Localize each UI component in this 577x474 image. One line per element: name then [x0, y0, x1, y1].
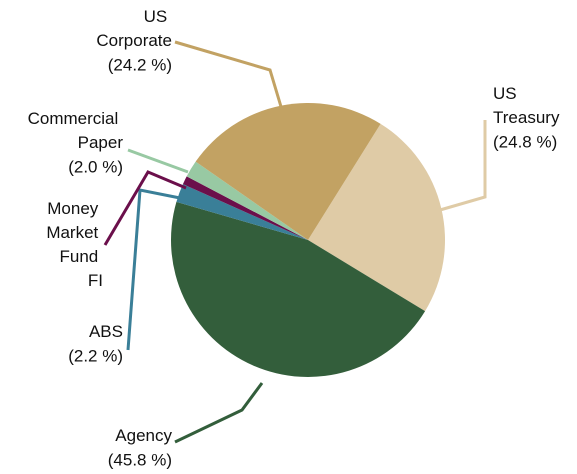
pie-slice — [171, 201, 426, 377]
slice-label: Agency — [115, 426, 172, 445]
leader-line — [126, 188, 181, 351]
value-label: (2.2 %) — [68, 346, 123, 365]
value-label: (2.0 %) — [68, 157, 123, 176]
slice-label: US Treasury — [493, 84, 560, 127]
leader-line — [127, 148, 189, 174]
leader-line — [174, 40, 284, 111]
pie-slice — [195, 102, 381, 240]
value-label: (24.8 %) — [493, 132, 557, 151]
slice-label: ABS — [89, 322, 123, 341]
pie-slice — [308, 123, 445, 312]
leader-line — [103, 170, 187, 246]
leader-line — [174, 382, 264, 444]
slice-label: Commercial Paper — [28, 109, 124, 152]
value-label: (24.2 %) — [108, 55, 172, 74]
pie-slice — [186, 161, 308, 240]
pie-slice — [176, 184, 308, 240]
pie-slice — [182, 176, 308, 240]
slice-label: US Corporate — [96, 7, 172, 50]
slice-label: Money Market Fund FI — [46, 199, 103, 290]
leader-line — [439, 120, 487, 212]
value-label: (45.8 %) — [108, 450, 172, 469]
